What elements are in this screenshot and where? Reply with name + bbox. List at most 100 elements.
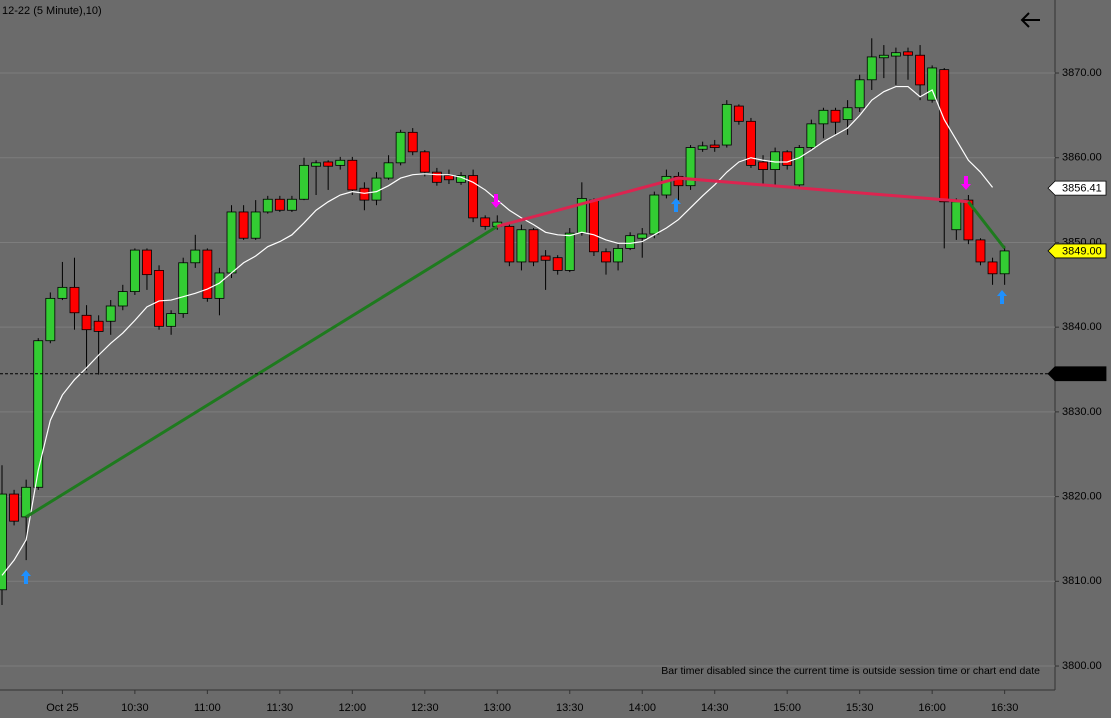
y-tick-label: 3840.00 xyxy=(1062,321,1102,333)
candle-body xyxy=(226,211,237,274)
candle-body xyxy=(57,286,68,299)
candle-body xyxy=(129,249,140,292)
candle-body xyxy=(21,486,32,518)
candle-body xyxy=(166,313,177,327)
x-tick-label: 15:00 xyxy=(773,702,801,714)
candle-body xyxy=(142,249,152,276)
candle-body xyxy=(359,187,370,201)
candle-body xyxy=(999,250,1010,275)
candle-body xyxy=(347,159,358,191)
candle-body xyxy=(987,261,998,275)
candle-body xyxy=(444,175,454,181)
price-marker xyxy=(1047,180,1107,196)
candle-body xyxy=(806,123,817,148)
candle-body xyxy=(335,159,346,166)
candle-body xyxy=(830,109,841,123)
price-marker-label: 3856.41 xyxy=(1062,183,1102,195)
candle-body xyxy=(661,175,672,196)
candle-body xyxy=(287,198,297,211)
y-tick-label: 3810.00 xyxy=(1062,575,1102,587)
buy-arrow xyxy=(21,570,31,584)
candle-body xyxy=(866,56,877,81)
candle-body xyxy=(323,161,334,167)
x-tick-label: 11:00 xyxy=(194,702,221,714)
candle-body xyxy=(637,233,648,239)
plot-area xyxy=(0,0,1055,690)
y-tick-label: 3870.00 xyxy=(1062,67,1102,79)
candle-body xyxy=(975,239,986,263)
buy-arrow xyxy=(671,198,681,212)
candle-body xyxy=(69,286,80,314)
x-tick-label: 14:00 xyxy=(628,702,656,714)
candle-body xyxy=(709,144,720,148)
candle-body xyxy=(746,120,756,166)
x-tick-label: 10:30 xyxy=(121,702,149,714)
candle-body xyxy=(673,175,684,187)
candle-body xyxy=(842,107,853,121)
candle-body xyxy=(903,51,913,56)
candle-body xyxy=(250,211,261,239)
status-note: Bar timer disabled since the current tim… xyxy=(661,665,1040,677)
y-tick-label: 3820.00 xyxy=(1062,491,1102,503)
buy-arrow xyxy=(997,290,1007,304)
candle-body xyxy=(262,198,273,213)
zigzag-line xyxy=(25,225,499,519)
candle-body xyxy=(625,235,636,249)
candle-body xyxy=(214,272,225,299)
candle-body xyxy=(589,199,599,253)
candle-body xyxy=(299,164,309,200)
x-tick-label: 13:00 xyxy=(484,702,512,714)
candle-body xyxy=(431,171,442,183)
candle-body xyxy=(552,257,563,271)
x-tick-label: 12:30 xyxy=(411,702,439,714)
candle-body xyxy=(81,314,92,331)
candle-body xyxy=(154,270,164,327)
chart-title: 12-22 (5 Minute),10) xyxy=(2,5,102,17)
candle-body xyxy=(927,67,938,101)
x-tick-label: 11:30 xyxy=(266,702,293,714)
candle-body xyxy=(939,69,950,203)
candle-body xyxy=(878,54,889,59)
candle-body xyxy=(178,262,189,315)
candle-body xyxy=(915,54,925,86)
candle-body xyxy=(951,201,962,231)
sell-arrow xyxy=(961,176,971,190)
candle-body xyxy=(685,147,696,187)
candle-body xyxy=(697,145,708,150)
y-tick-label: 3860.00 xyxy=(1062,152,1102,164)
candle-body xyxy=(733,105,744,122)
candle-body xyxy=(504,225,515,263)
x-tick-label: 13:30 xyxy=(556,702,584,714)
candle-body xyxy=(649,194,660,235)
x-tick-label: 16:00 xyxy=(918,702,946,714)
candle-body xyxy=(480,217,491,227)
candle-body xyxy=(383,162,394,179)
candle-body xyxy=(395,131,406,164)
candle-body xyxy=(854,79,865,109)
candle-body xyxy=(528,229,539,263)
candle-body xyxy=(818,109,829,125)
candle-body xyxy=(564,232,575,271)
candle-body xyxy=(963,199,974,241)
candle-body xyxy=(468,175,479,219)
candle-body xyxy=(613,247,623,263)
x-tick-label: 14:30 xyxy=(701,702,729,714)
candle-body xyxy=(190,249,201,264)
candle-body xyxy=(516,229,527,263)
zigzag-line xyxy=(496,176,969,228)
candle-body xyxy=(758,161,768,170)
x-tick-label: 12:00 xyxy=(339,702,367,714)
candle-body xyxy=(770,151,781,170)
candle-body xyxy=(540,255,551,261)
x-tick-label: 15:30 xyxy=(846,702,874,714)
candle-body xyxy=(721,103,732,146)
price-marker-label: 3849.00 xyxy=(1062,245,1102,257)
candle-body xyxy=(117,291,128,307)
y-tick-label: 3800.00 xyxy=(1062,660,1102,672)
candle-body xyxy=(274,198,285,211)
back-button[interactable] xyxy=(1020,12,1040,28)
candle-body xyxy=(9,493,19,522)
candle-body xyxy=(105,305,116,322)
